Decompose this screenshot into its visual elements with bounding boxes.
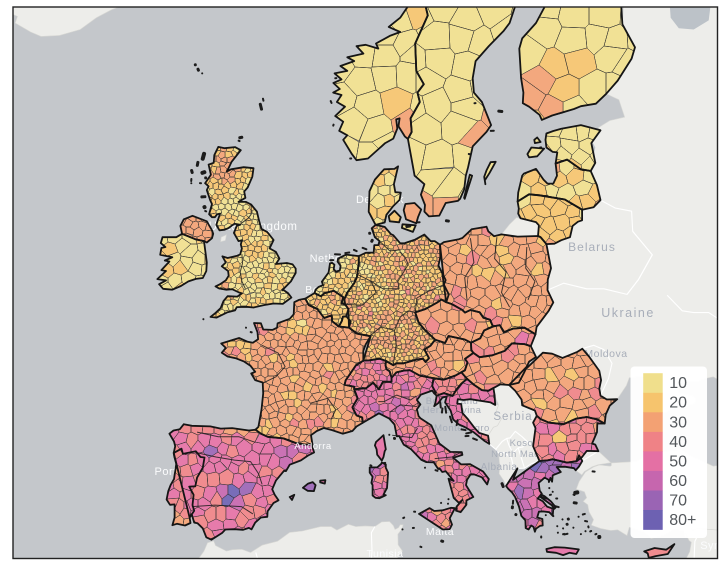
svg-text:Belarus: Belarus xyxy=(568,240,616,254)
svg-text:North Macedonia: North Macedonia xyxy=(491,449,571,460)
svg-text:80+: 80+ xyxy=(669,512,696,529)
svg-text:Albania: Albania xyxy=(481,462,518,473)
svg-text:Tunisia: Tunisia xyxy=(367,548,404,560)
svg-text:30: 30 xyxy=(669,414,687,431)
svg-text:50: 50 xyxy=(669,453,687,470)
svg-text:Ukraine: Ukraine xyxy=(601,306,655,320)
svg-text:Kosovo: Kosovo xyxy=(510,438,545,449)
svg-text:Syria: Syria xyxy=(700,540,721,552)
svg-text:Serbia: Serbia xyxy=(493,411,532,423)
svg-text:20: 20 xyxy=(669,395,687,412)
svg-text:40: 40 xyxy=(669,434,687,451)
svg-text:Moldova: Moldova xyxy=(584,348,627,360)
svg-text:70: 70 xyxy=(669,493,687,510)
svg-text:10: 10 xyxy=(669,375,687,392)
svg-text:60: 60 xyxy=(669,473,687,490)
svg-text:Andorra: Andorra xyxy=(294,441,332,452)
